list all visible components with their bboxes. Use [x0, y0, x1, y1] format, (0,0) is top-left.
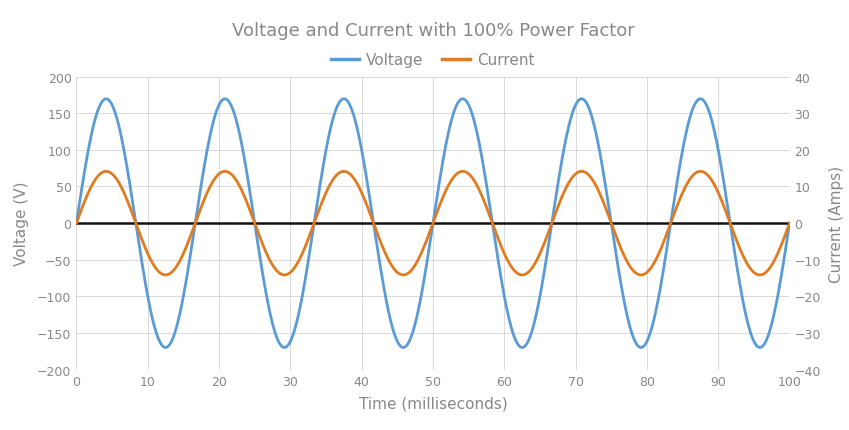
Line: Voltage: Voltage — [76, 100, 790, 347]
Voltage — [633, 344, 644, 349]
Current — [279, 273, 290, 278]
Current — [400, 273, 410, 278]
Voltage — [419, 280, 429, 286]
Voltage — [784, 221, 795, 226]
Current — [764, 267, 774, 272]
Current — [108, 172, 118, 178]
X-axis label: Time (milliseconds): Time (milliseconds) — [358, 396, 508, 411]
Current — [71, 221, 82, 226]
Current — [784, 221, 795, 226]
Current — [419, 246, 429, 251]
Current — [576, 169, 587, 175]
Voltage — [279, 345, 290, 350]
Voltage — [764, 329, 774, 334]
Y-axis label: Voltage (V): Voltage (V) — [14, 181, 29, 266]
Current — [633, 272, 644, 277]
Line: Current: Current — [76, 172, 790, 275]
Current — [764, 266, 774, 271]
Voltage — [108, 104, 118, 110]
Voltage — [71, 221, 82, 226]
Y-axis label: Current (Amps): Current (Amps) — [829, 165, 844, 282]
Title: Voltage and Current with 100% Power Factor: Voltage and Current with 100% Power Fact… — [232, 22, 634, 40]
Legend: Voltage, Current: Voltage, Current — [325, 47, 541, 74]
Voltage — [576, 97, 587, 102]
Voltage — [764, 330, 774, 335]
Voltage — [400, 345, 410, 350]
